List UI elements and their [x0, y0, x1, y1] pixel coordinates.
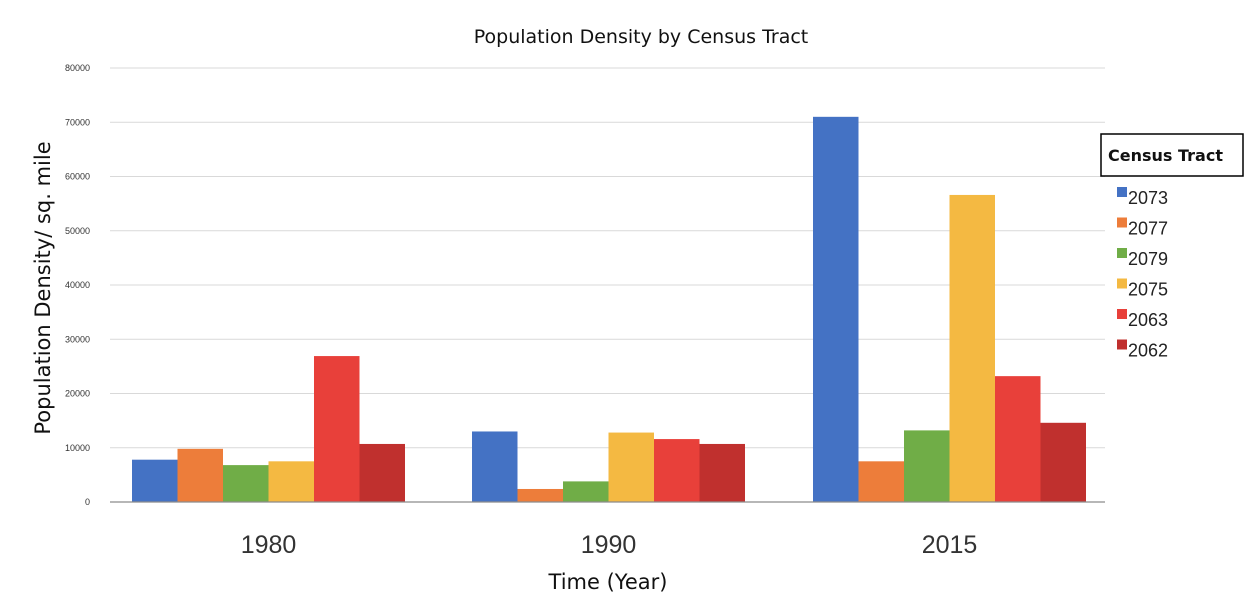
bar-2075-2015 — [949, 194, 995, 502]
y-tick-label: 70000 — [65, 117, 90, 127]
bar-2079-1980 — [223, 465, 269, 502]
bar-2075-1990 — [608, 432, 654, 502]
y-tick-label: 30000 — [65, 334, 90, 344]
bar-2062-2015 — [1040, 422, 1086, 502]
bar-2077-1990 — [517, 488, 563, 502]
y-tick-label: 80000 — [65, 63, 90, 73]
legend: Census Tract 2073 2077 2079 2075 2063 2062 — [1100, 133, 1244, 361]
legend-label: 2077 — [1128, 219, 1168, 239]
legend-title: Census Tract — [1108, 146, 1223, 165]
bar-2073-1980 — [132, 459, 178, 502]
bar-2077-2015 — [858, 461, 904, 502]
y-tick-label: 10000 — [65, 443, 90, 453]
bar-2073-1990 — [472, 431, 518, 502]
y-tick-label: 60000 — [65, 172, 90, 182]
legend-label: 2075 — [1128, 280, 1168, 300]
y-axis-label: Population Density/ sq. mile — [31, 141, 55, 434]
bars — [132, 116, 1086, 502]
legend-title-box — [1100, 133, 1244, 177]
bar-2063-1980 — [314, 356, 360, 502]
legend-swatch-2075 — [1117, 278, 1127, 289]
bar-2073-2015 — [813, 116, 859, 502]
x-axis-label: Time (Year) — [548, 570, 668, 594]
y-tick-label: 50000 — [65, 226, 90, 236]
bar-2079-1990 — [563, 481, 609, 502]
legend-label: 2063 — [1128, 310, 1168, 330]
chart-title: Population Density by Census Tract — [474, 26, 809, 48]
bar-2063-1990 — [654, 439, 700, 502]
y-axis-ticks: 0 10000 20000 30000 40000 50000 60000 70000 8000… — [65, 63, 90, 507]
legend-swatch-2062 — [1117, 339, 1127, 350]
bar-2079-2015 — [904, 430, 950, 502]
bar-2062-1990 — [699, 443, 745, 502]
legend-label: 2073 — [1128, 188, 1168, 208]
grid-lines — [110, 67, 1105, 449]
bar-2075-1980 — [268, 461, 314, 502]
legend-items: 2073 2077 2079 2075 2063 2062 — [1117, 187, 1168, 361]
legend-label: 2062 — [1128, 341, 1168, 361]
bar-2062-1980 — [359, 443, 405, 502]
y-tick-label: 40000 — [65, 280, 90, 290]
x-tick-label: 2015 — [922, 531, 978, 559]
y-tick-label: 0 — [85, 497, 90, 507]
y-tick-label: 20000 — [65, 389, 90, 399]
x-tick-label: 1990 — [581, 531, 637, 559]
legend-swatch-2073 — [1117, 187, 1127, 197]
x-axis-ticks: 1980 1990 2015 — [241, 531, 978, 559]
legend-swatch-2063 — [1117, 309, 1127, 319]
bar-2077-1980 — [177, 448, 223, 502]
legend-label: 2079 — [1128, 249, 1168, 269]
legend-swatch-2079 — [1117, 248, 1127, 258]
bar-2063-2015 — [995, 376, 1041, 502]
legend-swatch-2077 — [1117, 217, 1127, 228]
x-tick-label: 1980 — [241, 531, 297, 559]
